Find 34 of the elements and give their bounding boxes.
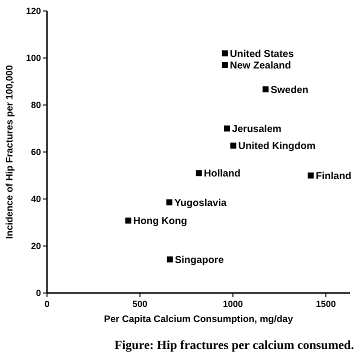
- x-tick-label: 1000: [222, 299, 243, 309]
- annotation: Finland: [316, 171, 352, 182]
- annotation: Singapore: [174, 254, 224, 266]
- annotation: Jerusalem: [232, 124, 282, 135]
- annotation: Sweden: [270, 84, 308, 96]
- y-tick-label: 40: [30, 194, 41, 204]
- point: [262, 86, 269, 92]
- annotation: United States: [230, 48, 294, 60]
- y-tick-label: 80: [30, 100, 41, 110]
- annotation: Hong Kong: [133, 216, 188, 228]
- text: Figure: Hip fractures per calcium consumed.: [114, 338, 354, 352]
- point: [224, 126, 230, 132]
- x-tick-label: 0: [44, 299, 50, 309]
- y-tick-label: 100: [26, 53, 41, 64]
- annotation: United Kingdom: [238, 141, 316, 152]
- y-tick-label: 0: [36, 288, 41, 298]
- x-tick-label: 500: [132, 299, 148, 309]
- point: [308, 172, 314, 178]
- point: [196, 170, 202, 176]
- y-tick-label: 60: [30, 147, 41, 158]
- point: [166, 199, 172, 206]
- point: [166, 256, 173, 262]
- y-tick-label: 20: [30, 241, 41, 252]
- y-tick-label: 120: [26, 6, 41, 16]
- point: [222, 62, 228, 68]
- x-axis-title: Per Capita Calcium Consumption, mg/day: [104, 314, 294, 325]
- annotation: Holland: [204, 168, 241, 180]
- y-axis-title: Incidence of Hip Fractures per 100,000: [4, 65, 16, 239]
- point: [222, 50, 228, 56]
- annotation: New Zealand: [230, 60, 292, 72]
- x-tick-label: 1500: [316, 299, 336, 309]
- point: [125, 218, 132, 224]
- annotation: Yugoslavia: [174, 198, 227, 209]
- point: [230, 142, 236, 149]
